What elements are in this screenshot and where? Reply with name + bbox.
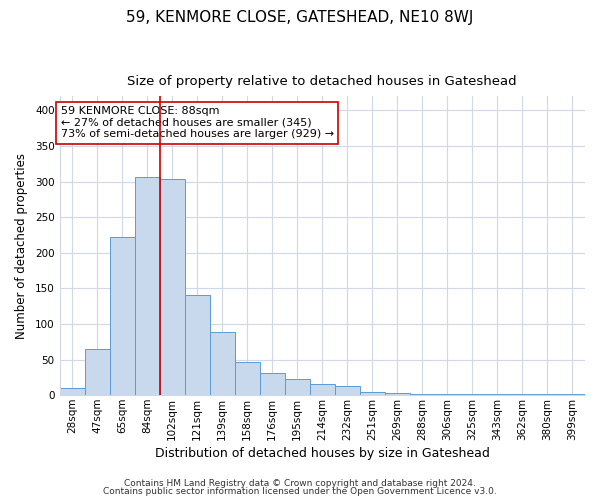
Bar bbox=[460, 394, 485, 395]
Bar bbox=[435, 394, 460, 395]
Bar bbox=[485, 394, 510, 395]
Text: Contains HM Land Registry data © Crown copyright and database right 2024.: Contains HM Land Registry data © Crown c… bbox=[124, 478, 476, 488]
Bar bbox=[510, 394, 535, 395]
Bar bbox=[535, 394, 560, 395]
Bar bbox=[235, 362, 260, 395]
Bar bbox=[385, 393, 410, 395]
Bar bbox=[110, 237, 134, 395]
Bar bbox=[134, 176, 160, 395]
Bar bbox=[160, 178, 185, 395]
Bar bbox=[335, 386, 360, 395]
Text: 59, KENMORE CLOSE, GATESHEAD, NE10 8WJ: 59, KENMORE CLOSE, GATESHEAD, NE10 8WJ bbox=[127, 10, 473, 25]
Text: 59 KENMORE CLOSE: 88sqm
← 27% of detached houses are smaller (345)
73% of semi-d: 59 KENMORE CLOSE: 88sqm ← 27% of detache… bbox=[61, 106, 334, 140]
Bar bbox=[560, 394, 585, 395]
Bar bbox=[185, 295, 209, 395]
X-axis label: Distribution of detached houses by size in Gateshead: Distribution of detached houses by size … bbox=[155, 447, 490, 460]
Bar bbox=[85, 349, 110, 395]
Bar bbox=[310, 384, 335, 395]
Text: Contains public sector information licensed under the Open Government Licence v3: Contains public sector information licen… bbox=[103, 487, 497, 496]
Bar bbox=[285, 379, 310, 395]
Bar bbox=[59, 388, 85, 395]
Y-axis label: Number of detached properties: Number of detached properties bbox=[15, 152, 28, 338]
Title: Size of property relative to detached houses in Gateshead: Size of property relative to detached ho… bbox=[127, 75, 517, 88]
Bar bbox=[360, 392, 385, 395]
Bar bbox=[209, 332, 235, 395]
Bar bbox=[410, 394, 435, 395]
Bar bbox=[260, 373, 285, 395]
